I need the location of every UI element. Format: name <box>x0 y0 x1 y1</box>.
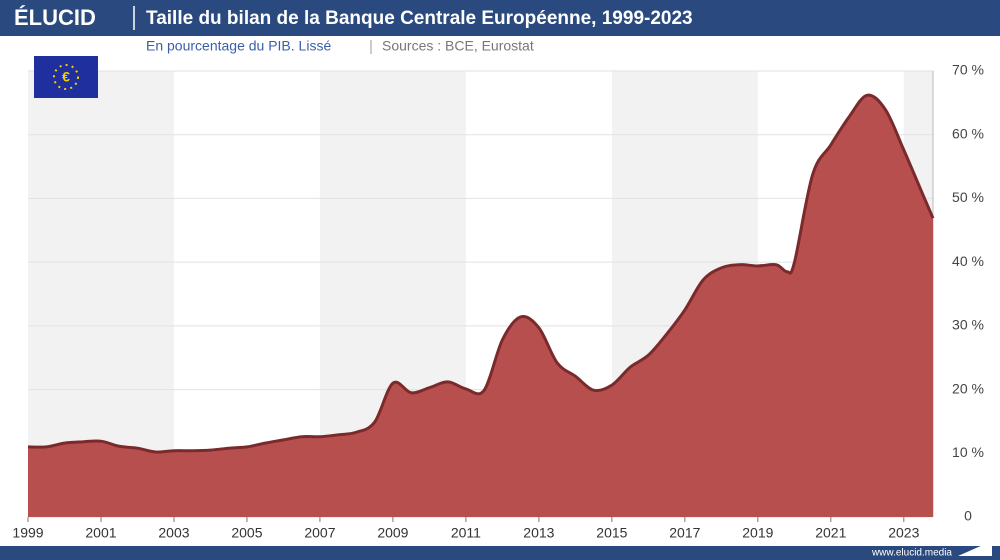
y-tick-label: 60 % <box>952 125 984 141</box>
y-tick-label: 40 % <box>952 253 984 269</box>
source: Sources : BCE, Eurostat <box>382 38 534 54</box>
flag-symbol: € <box>62 69 70 85</box>
line <box>27 93 935 454</box>
x-tick-label: 2019 <box>742 525 773 541</box>
y-tick-label: 70 % <box>952 62 984 78</box>
x-tick-label: 2013 <box>523 525 554 541</box>
area <box>28 95 933 517</box>
x-tick-label: 2023 <box>888 525 919 541</box>
x-tick-label: 2021 <box>815 525 846 541</box>
subtitle: En pourcentage du PIB. Lissé <box>146 38 331 54</box>
header-bar <box>0 0 1000 36</box>
y-tick-label: 50 % <box>952 189 984 205</box>
brand: ÉLUCID <box>14 5 96 30</box>
footer-bar <box>0 546 1000 560</box>
footer-url: www.elucid.media <box>871 548 952 559</box>
y-tick-label: 20 % <box>952 380 984 396</box>
x-tick-label: 2011 <box>451 525 481 541</box>
x-tick-label: 2007 <box>304 525 335 541</box>
x-tick-label: 2001 <box>85 525 116 541</box>
eu-flag: € <box>34 56 98 98</box>
x-tick-label: 2005 <box>231 525 262 541</box>
y-tick-label: 0 <box>964 508 972 524</box>
x-tick-label: 2015 <box>596 525 627 541</box>
flag-field <box>34 56 98 98</box>
y-tick-label: 10 % <box>952 444 984 460</box>
flag-stars <box>53 64 79 90</box>
x-tick-label: 2003 <box>158 525 189 541</box>
chart-title: Taille du bilan de la Banque Centrale Eu… <box>146 8 693 29</box>
x-tick-label: 1999 <box>12 525 43 541</box>
x-tick-label: 2009 <box>377 525 408 541</box>
y-tick-label: 30 % <box>952 317 984 333</box>
footer-logo <box>958 541 992 556</box>
x-tick-label: 2017 <box>669 525 700 541</box>
